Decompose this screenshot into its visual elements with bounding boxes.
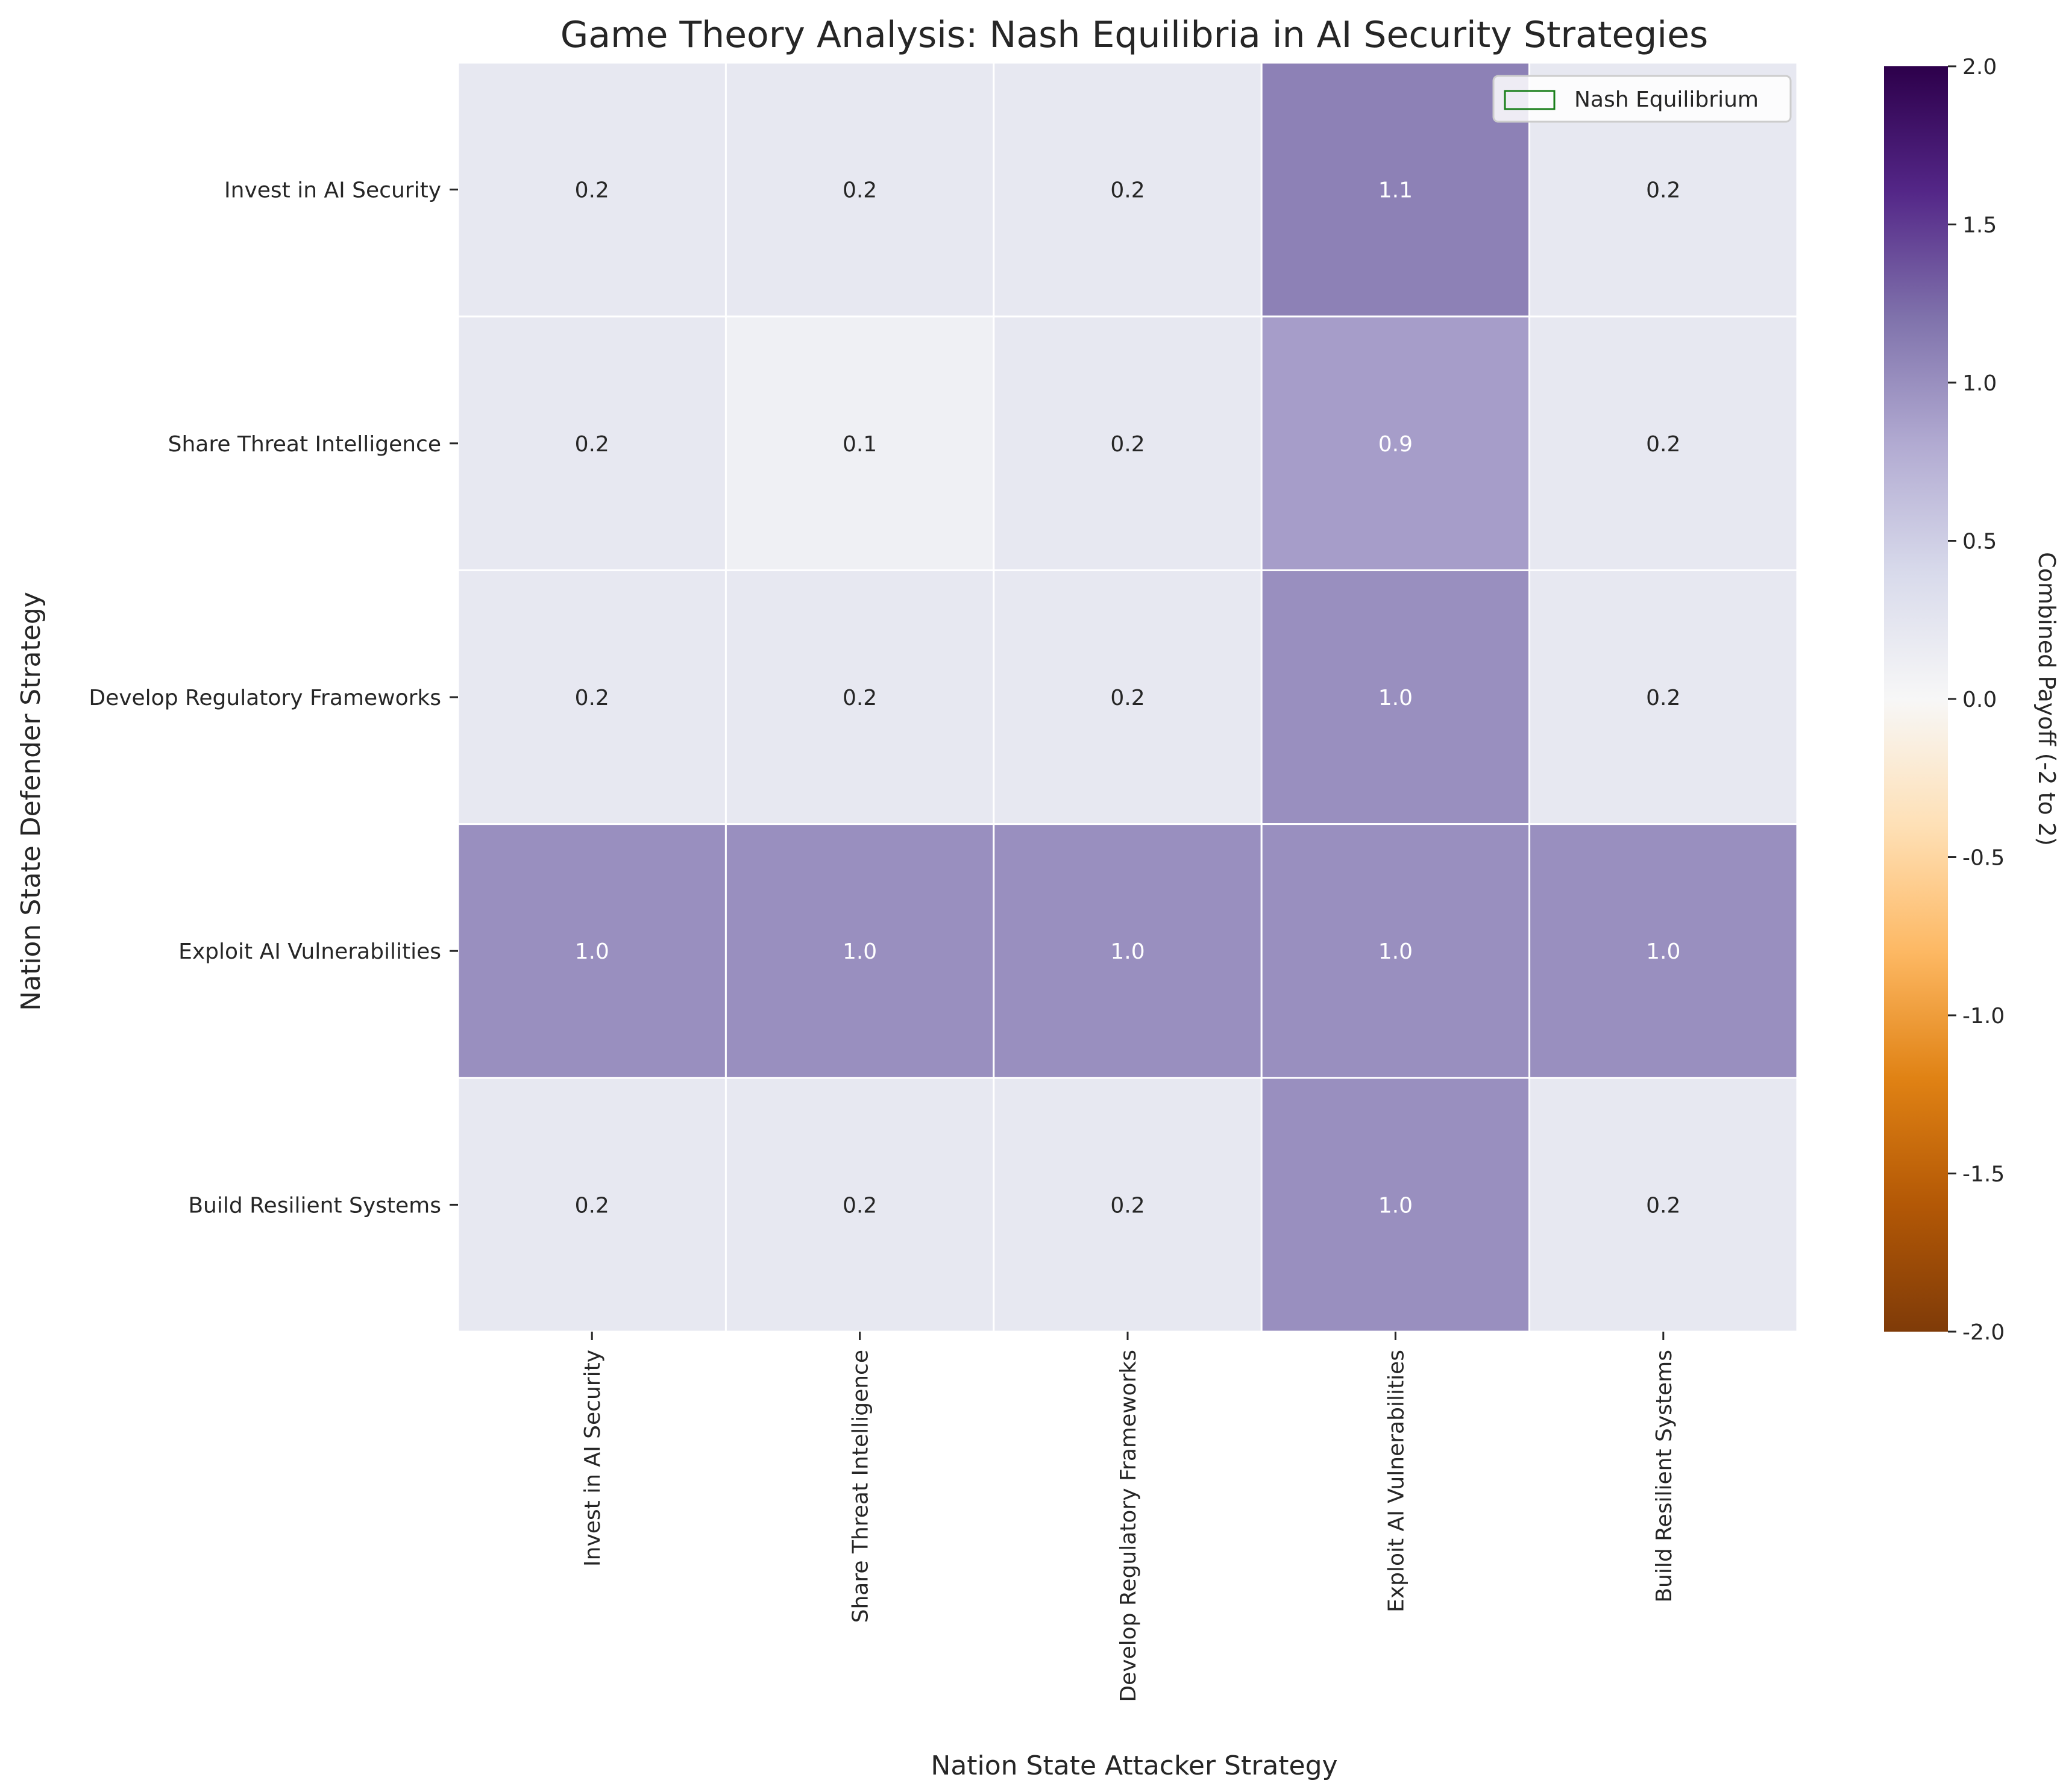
cell-value-r3-c2: 1.0 bbox=[1110, 939, 1145, 964]
cell-value-r2-c4: 0.2 bbox=[1646, 686, 1680, 710]
y-tick-label-share-threat-intelligence: Share Threat Intelligence bbox=[168, 432, 441, 457]
cell-value-r4-c4: 0.2 bbox=[1646, 1193, 1680, 1218]
cell-value-r0-c3: 1.1 bbox=[1378, 178, 1413, 203]
cell-value-r4-c0: 0.2 bbox=[575, 1193, 609, 1218]
colorbar-tick-label: 1.0 bbox=[1962, 371, 1997, 396]
cell-value-r1-c1: 0.1 bbox=[843, 432, 877, 457]
colorbar-tick-label: -2.0 bbox=[1962, 1320, 2005, 1345]
legend-label-nash-equilibrium: Nash Equilibrium bbox=[1574, 87, 1759, 112]
cell-value-r3-c0: 1.0 bbox=[575, 939, 609, 964]
y-axis-label: Nation State Defender Strategy bbox=[16, 592, 46, 1011]
heatmap-cell-r4-c0 bbox=[457, 1077, 727, 1333]
heatmap-cells: 0.2 0.2 0.2 1.1 0.2 0.2 0.1 0.2 0.9 0.2 0.2 0.2 0.2 1… bbox=[457, 61, 1798, 1333]
heatmap-cell-r0-c3 bbox=[1260, 61, 1531, 318]
cell-value-r3-c1: 1.0 bbox=[843, 939, 877, 964]
cell-value-r0-c4: 0.2 bbox=[1646, 178, 1680, 203]
heatmap-cell-r1-c4 bbox=[1528, 315, 1798, 571]
x-tick-label-exploit-ai-vulnerabilities: Exploit AI Vulnerabilities bbox=[1384, 1350, 1408, 1612]
heatmap-cell-r3-c2 bbox=[993, 823, 1263, 1079]
cell-value-r4-c1: 0.2 bbox=[843, 1193, 877, 1218]
y-tick-label-develop-regulatory-frameworks: Develop Regulatory Frameworks bbox=[89, 686, 441, 710]
legend: Nash Equilibrium bbox=[1492, 75, 1792, 123]
colorbar-tick-label: 2.0 bbox=[1962, 55, 1997, 80]
heatmap-cell-r1-c1 bbox=[724, 315, 995, 571]
colorbar-tick-label: -1.5 bbox=[1962, 1162, 2005, 1187]
x-axis-label: Nation State Attacker Strategy bbox=[931, 1750, 1337, 1781]
heatmap-cell-r1-c0 bbox=[457, 315, 727, 571]
y-tick-label-build-resilient-systems: Build Resilient Systems bbox=[188, 1193, 441, 1218]
y-axis-ticks: Invest in AI Security Share Threat Intell… bbox=[89, 178, 458, 1218]
colorbar-tick-label: -1.0 bbox=[1962, 1004, 2005, 1029]
heatmap-cell-r3-c4 bbox=[1528, 823, 1798, 1079]
heatmap-cell-r3-c1 bbox=[724, 823, 995, 1079]
y-tick-label-exploit-ai-vulnerabilities: Exploit AI Vulnerabilities bbox=[178, 939, 441, 964]
heatmap-cell-r2-c4 bbox=[1528, 569, 1798, 826]
cell-value-r2-c3: 1.0 bbox=[1378, 686, 1413, 710]
heatmap-cell-r4-c4 bbox=[1528, 1077, 1798, 1333]
heatmap-cell-r4-c2 bbox=[993, 1077, 1263, 1333]
colorbar-tick-label: -0.5 bbox=[1962, 846, 2005, 871]
cell-value-r0-c2: 0.2 bbox=[1110, 178, 1145, 203]
legend-frame bbox=[1492, 75, 1792, 123]
cell-value-r3-c4: 1.0 bbox=[1646, 939, 1680, 964]
x-tick-label-invest-in-ai-security: Invest in AI Security bbox=[580, 1350, 605, 1567]
colorbar-tick-label: 0.5 bbox=[1962, 530, 1997, 554]
x-axis-ticks: Invest in AI Security Share Threat Intell… bbox=[580, 1332, 1677, 1702]
heatmap-cell-r4-c1 bbox=[724, 1077, 995, 1333]
cell-value-r0-c0: 0.2 bbox=[575, 178, 609, 203]
heatmap-cell-r0-c1 bbox=[724, 61, 995, 318]
heatmap-cell-r0-c2 bbox=[993, 61, 1263, 318]
x-tick-label-develop-regulatory-frameworks: Develop Regulatory Frameworks bbox=[1116, 1350, 1141, 1702]
cell-value-r1-c2: 0.2 bbox=[1110, 432, 1145, 457]
colorbar: -2.0 -1.5 -1.0 -0.5 0.0 0.5 1.0 1.5 2.0 Combined… bbox=[1884, 55, 2060, 1345]
cell-value-r3-c3: 1.0 bbox=[1378, 939, 1413, 964]
colorbar-gradient bbox=[1884, 66, 1948, 1332]
heatmap-cell-r1-c2 bbox=[993, 315, 1263, 571]
cell-value-r0-c1: 0.2 bbox=[843, 178, 877, 203]
x-tick-label-build-resilient-systems: Build Resilient Systems bbox=[1652, 1350, 1677, 1603]
heatmap-cell-r2-c3 bbox=[1260, 569, 1531, 826]
x-tick-label-share-threat-intelligence: Share Threat Intelligence bbox=[849, 1350, 873, 1623]
heatmap-cell-r2-c2 bbox=[993, 569, 1263, 826]
cell-value-r2-c0: 0.2 bbox=[575, 686, 609, 710]
cell-value-r1-c0: 0.2 bbox=[575, 432, 609, 457]
cell-value-r4-c3: 1.0 bbox=[1378, 1193, 1413, 1218]
cell-value-r1-c4: 0.2 bbox=[1646, 432, 1680, 457]
cell-value-r1-c3: 0.9 bbox=[1378, 432, 1413, 457]
chart-title: Game Theory Analysis: Nash Equilibria in… bbox=[561, 14, 1709, 56]
cell-value-r2-c1: 0.2 bbox=[843, 686, 877, 710]
cell-value-r4-c2: 0.2 bbox=[1110, 1193, 1145, 1218]
colorbar-label: Combined Payoff (-2 to 2) bbox=[2033, 552, 2060, 846]
colorbar-tick-label: 0.0 bbox=[1962, 688, 1997, 712]
heatmap-cell-r0-c0 bbox=[457, 61, 727, 318]
colorbar-tick-label: 1.5 bbox=[1962, 213, 1997, 238]
heatmap-cell-r3-c3 bbox=[1260, 823, 1531, 1079]
colorbar-ticks: -2.0 -1.5 -1.0 -0.5 0.0 0.5 1.0 1.5 2.0 bbox=[1948, 55, 2005, 1345]
y-tick-label-invest-in-ai-security: Invest in AI Security bbox=[224, 178, 441, 203]
heatmap-cell-r2-c1 bbox=[724, 569, 995, 826]
legend-swatch-nash-equilibrium bbox=[1504, 90, 1556, 110]
cell-value-r2-c2: 0.2 bbox=[1110, 686, 1145, 710]
